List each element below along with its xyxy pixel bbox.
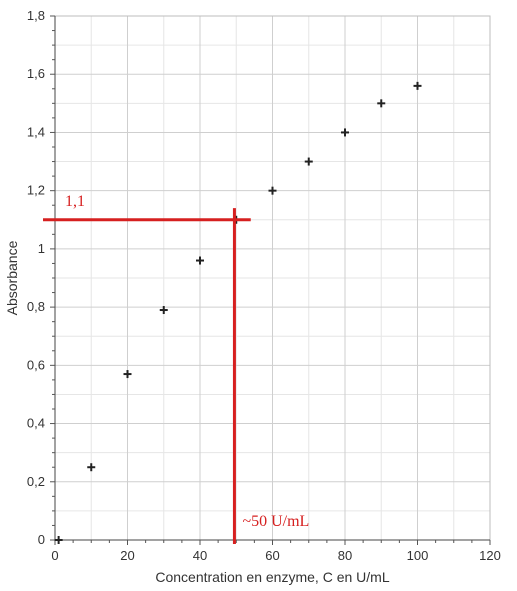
annotation-x-label: ~50 U/mL [242, 513, 309, 530]
data-point [54, 536, 63, 544]
y-tick-label: 0,8 [27, 299, 45, 314]
data-point [196, 256, 204, 265]
y-axis-title: Absorbance [4, 240, 20, 315]
x-tick-label: 60 [265, 548, 279, 563]
y-tick-label: 1,4 [27, 124, 45, 139]
x-tick-label: 100 [407, 548, 429, 563]
y-tick-label: 1,8 [27, 8, 45, 23]
annotation-y-label: 1,1 [65, 193, 85, 210]
x-tick-label: 80 [338, 548, 352, 563]
x-tick-label: 120 [479, 548, 501, 563]
data-point [377, 99, 386, 108]
y-tick-label: 0,6 [27, 357, 45, 372]
x-axis-title: Concentration en enzyme, C en U/mL [155, 569, 389, 585]
y-tick-label: 1,2 [27, 183, 45, 198]
data-point [268, 186, 277, 195]
x-tick-label: 0 [51, 548, 58, 563]
data-point [341, 128, 349, 137]
data-point [413, 81, 422, 90]
data-points [54, 81, 422, 544]
tick-labels: 0 20 40 60 80 100 120 0 0,2 0,4 0,6 0,8 1 1,2 1,4 1,6 1,… [27, 8, 501, 563]
x-tick-label: 20 [120, 548, 134, 563]
axis-ticks [50, 15, 491, 545]
y-tick-label: 0,2 [27, 474, 45, 489]
data-point [159, 306, 168, 315]
y-tick-label: 0 [38, 532, 45, 547]
y-tick-label: 0,4 [27, 416, 45, 431]
data-point [304, 157, 313, 166]
annotations: 1,1 ~50 U/mL [43, 193, 309, 544]
y-tick-label: 1 [38, 241, 45, 256]
y-tick-label: 1,6 [27, 66, 45, 81]
data-point [87, 463, 96, 472]
data-point [123, 370, 132, 379]
x-tick-label: 40 [193, 548, 207, 563]
